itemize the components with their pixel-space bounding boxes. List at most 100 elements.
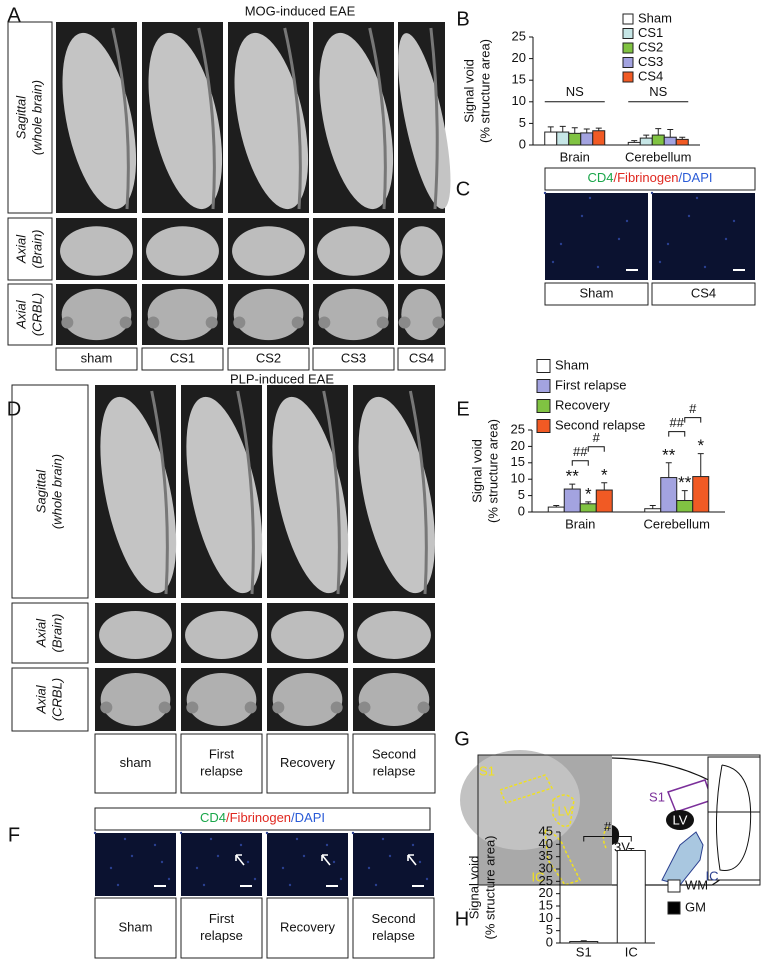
row-label: Axial (CRBL) — [13, 293, 44, 336]
flocculus — [147, 316, 160, 329]
stain-label: CD4/Fibrinogen/DAPI — [587, 170, 712, 185]
cell-dot — [687, 214, 691, 218]
error-bar — [553, 504, 560, 508]
y-tick-label: 5 — [546, 922, 553, 937]
cell-dot — [202, 883, 206, 887]
legend-swatch — [667, 901, 681, 915]
significance-label: ** — [678, 473, 692, 492]
brain-axial — [400, 226, 443, 276]
flocculus — [432, 316, 445, 329]
row-label: Axial (CRBL) — [33, 678, 64, 721]
cell-dot — [411, 843, 415, 847]
flocculus — [376, 316, 389, 329]
cell-dot — [167, 877, 171, 881]
row-label-text: Axial — [33, 618, 48, 648]
x-tick-label: Brain — [565, 516, 595, 531]
column-label-box — [227, 347, 310, 371]
schematic-lv — [666, 810, 694, 830]
flocculus — [358, 701, 371, 714]
legend-swatch — [536, 379, 551, 393]
x-tick-label: Cerebellum — [644, 516, 710, 531]
cell-dot — [666, 242, 670, 246]
significance-label: ** — [662, 445, 676, 464]
flocculus — [61, 316, 74, 329]
y-axis-title: Signal void (% structure area) — [466, 835, 497, 939]
brain-sagittal — [186, 396, 263, 594]
column-label-box — [544, 282, 649, 306]
y-axis-label: (% structure area) — [485, 419, 500, 523]
bracket-label: ## — [573, 444, 588, 459]
arrow — [321, 854, 331, 866]
cell-dot — [732, 219, 736, 223]
brain-axial — [317, 226, 390, 276]
legend-label: CS1 — [638, 25, 663, 40]
panel-letter: A — [7, 4, 21, 26]
cell-dot — [374, 883, 378, 887]
column-label-box — [141, 347, 224, 371]
cerebellum-axial — [233, 288, 304, 341]
flocculus — [318, 316, 331, 329]
cell-dot — [239, 843, 243, 847]
row-label-text: (whole brain) — [49, 454, 64, 529]
column-label-box — [94, 897, 177, 959]
y-tick-label: 0 — [518, 503, 525, 518]
stain-part: CD4 — [200, 810, 226, 825]
cell-dot — [295, 837, 299, 841]
column-label: Sham — [119, 919, 153, 934]
flocculus — [186, 701, 199, 714]
cell-dot — [559, 242, 563, 246]
bracket-label: # — [604, 819, 612, 834]
brain-axial — [271, 611, 344, 659]
error-bar — [665, 462, 672, 478]
column-label: Recovery — [280, 755, 335, 770]
legend-label: GM — [685, 899, 706, 914]
cell-dot — [153, 843, 157, 847]
row-label-text: (CRBL) — [29, 293, 44, 336]
error-bar — [569, 483, 576, 490]
y-tick-label: 35 — [539, 848, 553, 863]
error-bar — [601, 482, 608, 491]
row-label-box — [11, 667, 89, 732]
panel-title: PLP-induced EAE — [230, 371, 334, 386]
cell-dot — [367, 866, 371, 870]
significance-label: * — [601, 465, 608, 484]
cell-dot — [418, 860, 422, 864]
error-bar — [679, 136, 686, 140]
cerebellum-axial — [186, 673, 257, 726]
error-bar — [585, 501, 592, 504]
row-label-text: Axial — [13, 299, 28, 329]
column-label: First — [209, 911, 235, 926]
panel-letter: D — [7, 398, 21, 420]
cell-dot — [724, 237, 728, 241]
cell-dot — [288, 883, 292, 887]
brain-axial — [99, 611, 172, 659]
arrow — [407, 854, 417, 866]
cell-dot — [703, 265, 707, 269]
bracket — [668, 431, 686, 437]
panel-letter: H — [455, 908, 469, 930]
cell-dot — [650, 191, 654, 195]
column-label: sham — [81, 350, 113, 365]
row-label-box — [11, 602, 89, 664]
bar — [676, 500, 694, 513]
cell-dot — [351, 831, 355, 835]
stain-part: /DAPI — [679, 170, 713, 185]
arrow — [235, 854, 245, 866]
y-tick-label: 30 — [539, 860, 553, 875]
flocculus — [398, 316, 411, 329]
bracket-label: # — [593, 430, 601, 445]
panel-letter: F — [8, 824, 20, 846]
region-label: S1 — [479, 763, 495, 778]
error-bar — [655, 128, 662, 136]
bracket-label: # — [689, 401, 697, 416]
bar — [616, 850, 646, 944]
cell-dot — [695, 196, 699, 200]
bar — [556, 131, 570, 146]
column-label: Second — [371, 911, 415, 926]
brain-axial — [357, 611, 431, 659]
error-bar — [595, 127, 602, 131]
micrograph — [652, 193, 755, 280]
legend-swatch — [667, 879, 681, 893]
cell-dot — [209, 837, 213, 841]
skull-edge — [408, 390, 428, 595]
